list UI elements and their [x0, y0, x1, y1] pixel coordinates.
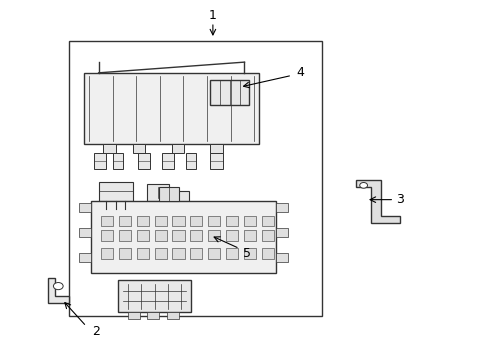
Bar [210, 153, 222, 169]
Text: 5: 5 [243, 247, 250, 260]
Bar [276, 228, 287, 237]
Bar [171, 144, 183, 153]
Bar [147, 312, 159, 319]
Bar [69, 41, 322, 316]
Polygon shape [356, 180, 399, 223]
Bar [137, 230, 148, 241]
Circle shape [359, 183, 367, 188]
Bar [101, 216, 113, 226]
Bar [243, 248, 255, 258]
Bar [207, 248, 220, 258]
Text: 4: 4 [296, 66, 304, 79]
Bar [261, 248, 273, 258]
Bar [172, 230, 184, 241]
Text: 1: 1 [208, 9, 216, 22]
Bar [261, 216, 273, 226]
Bar [132, 144, 144, 153]
Bar [276, 253, 287, 262]
Bar [101, 230, 113, 241]
Bar [261, 230, 273, 241]
Bar [190, 230, 202, 241]
Bar [154, 248, 166, 258]
Bar [210, 144, 222, 153]
Circle shape [53, 283, 63, 290]
Bar [243, 230, 255, 241]
Bar [94, 153, 106, 169]
Bar [154, 216, 166, 226]
Polygon shape [47, 278, 69, 303]
Text: 2: 2 [92, 325, 100, 338]
Bar [186, 153, 196, 169]
Bar [154, 230, 166, 241]
Bar [79, 203, 91, 212]
Bar [243, 216, 255, 226]
Bar [137, 248, 148, 258]
Bar [137, 153, 149, 169]
Bar [225, 230, 238, 241]
Bar [190, 248, 202, 258]
Bar [137, 216, 148, 226]
Bar [166, 312, 179, 319]
Bar [210, 80, 249, 105]
Bar [172, 216, 184, 226]
Text: 3: 3 [395, 193, 403, 206]
Bar [225, 216, 238, 226]
Bar [190, 216, 202, 226]
Bar [172, 248, 184, 258]
Bar [119, 216, 131, 226]
Bar [174, 191, 188, 205]
Bar [79, 228, 91, 237]
Bar [159, 187, 179, 202]
Bar [127, 312, 140, 319]
Bar [99, 182, 132, 202]
Bar [147, 184, 169, 202]
Bar [162, 153, 174, 169]
Bar [225, 248, 238, 258]
Bar [207, 216, 220, 226]
Bar [118, 280, 191, 312]
Polygon shape [84, 73, 259, 144]
Bar [119, 230, 131, 241]
Bar [103, 144, 116, 153]
Bar [276, 203, 287, 212]
Bar [91, 202, 276, 273]
Bar [207, 230, 220, 241]
Bar [119, 248, 131, 258]
Bar [101, 248, 113, 258]
Bar [79, 253, 91, 262]
Bar [113, 153, 122, 169]
